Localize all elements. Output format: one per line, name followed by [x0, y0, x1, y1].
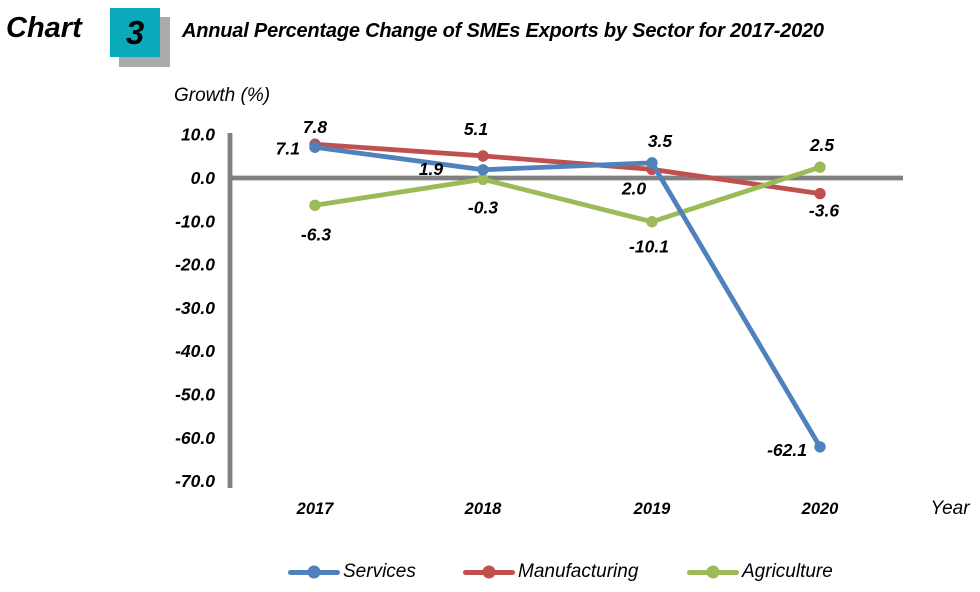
- legend-label-agriculture: Agriculture: [742, 561, 833, 582]
- legend-label-manufacturing: Manufacturing: [518, 561, 639, 582]
- legend-item-agriculture: Agriculture: [687, 561, 833, 582]
- data-label-manufacturing-2019: 2.0: [621, 178, 647, 198]
- y-tick-label--60.0: -60.0: [175, 428, 215, 448]
- data-point-services-2020: [814, 441, 826, 453]
- data-label-agriculture-2017: -6.3: [301, 224, 331, 244]
- data-label-services-2018: 1.9: [419, 159, 444, 179]
- data-label-manufacturing-2018: 5.1: [464, 119, 488, 139]
- y-tick-label--70.0: -70.0: [175, 471, 215, 491]
- data-label-services-2020: -62.1: [767, 440, 807, 460]
- data-point-agriculture-2019: [646, 216, 658, 228]
- chart-title: Annual Percentage Change of SMEs Exports…: [182, 20, 824, 42]
- x-tick-label-2020: 2020: [801, 500, 840, 518]
- x-axis-title: Year: [930, 498, 970, 519]
- chart-word-label: Chart: [6, 12, 82, 44]
- y-tick-label-10.0: 10.0: [181, 125, 215, 145]
- x-tick-label-2019: 2019: [633, 500, 672, 518]
- x-tick-label-2017: 2017: [296, 500, 335, 518]
- y-tick-label--50.0: -50.0: [175, 385, 215, 405]
- series-line-manufacturing: [312, 141, 823, 196]
- legend-item-manufacturing: Manufacturing: [463, 561, 639, 582]
- data-label-manufacturing-2017: 7.8: [303, 117, 328, 137]
- chart-number-badge: 3: [110, 8, 160, 57]
- data-point-agriculture-2018: [477, 173, 489, 185]
- y-tick-label--10.0: -10.0: [175, 211, 215, 231]
- data-label-services-2017: 7.1: [276, 138, 300, 158]
- y-tick-label--30.0: -30.0: [175, 298, 215, 318]
- data-point-services-2017: [309, 141, 321, 153]
- data-label-agriculture-2019: -10.1: [629, 237, 669, 257]
- data-point-agriculture-2017: [309, 199, 321, 211]
- y-tick-label--20.0: -20.0: [175, 255, 215, 275]
- data-point-agriculture-2020: [814, 161, 826, 173]
- legend-item-services: Services: [288, 561, 416, 582]
- data-label-agriculture-2020: 2.5: [809, 135, 835, 155]
- agriculture-line-marker-icon: [687, 565, 739, 579]
- data-label-agriculture-2018: -0.3: [468, 197, 498, 217]
- legend-label-services: Services: [343, 561, 416, 582]
- data-point-manufacturing-2020: [814, 187, 826, 200]
- y-tick-label-0.0: 0.0: [191, 168, 216, 188]
- services-line-marker-icon: [288, 565, 340, 579]
- manufacturing-line-marker-icon: [463, 565, 515, 579]
- services-dot-icon: [307, 565, 321, 579]
- x-tick-label-2018: 2018: [464, 500, 503, 518]
- y-axis-title: Growth (%): [174, 85, 270, 106]
- data-label-manufacturing-2020: -3.6: [809, 201, 839, 221]
- manufacturing-dot-icon: [482, 565, 496, 579]
- y-tick-label--40.0: -40.0: [175, 341, 215, 361]
- data-point-services-2018: [477, 164, 489, 176]
- series-line-agriculture: [312, 164, 823, 225]
- series-line-services: [312, 144, 823, 450]
- data-label-services-2019: 3.5: [648, 131, 673, 151]
- agriculture-dot-icon: [706, 565, 720, 579]
- data-point-manufacturing-2018: [477, 150, 489, 162]
- data-point-services-2019: [646, 157, 658, 169]
